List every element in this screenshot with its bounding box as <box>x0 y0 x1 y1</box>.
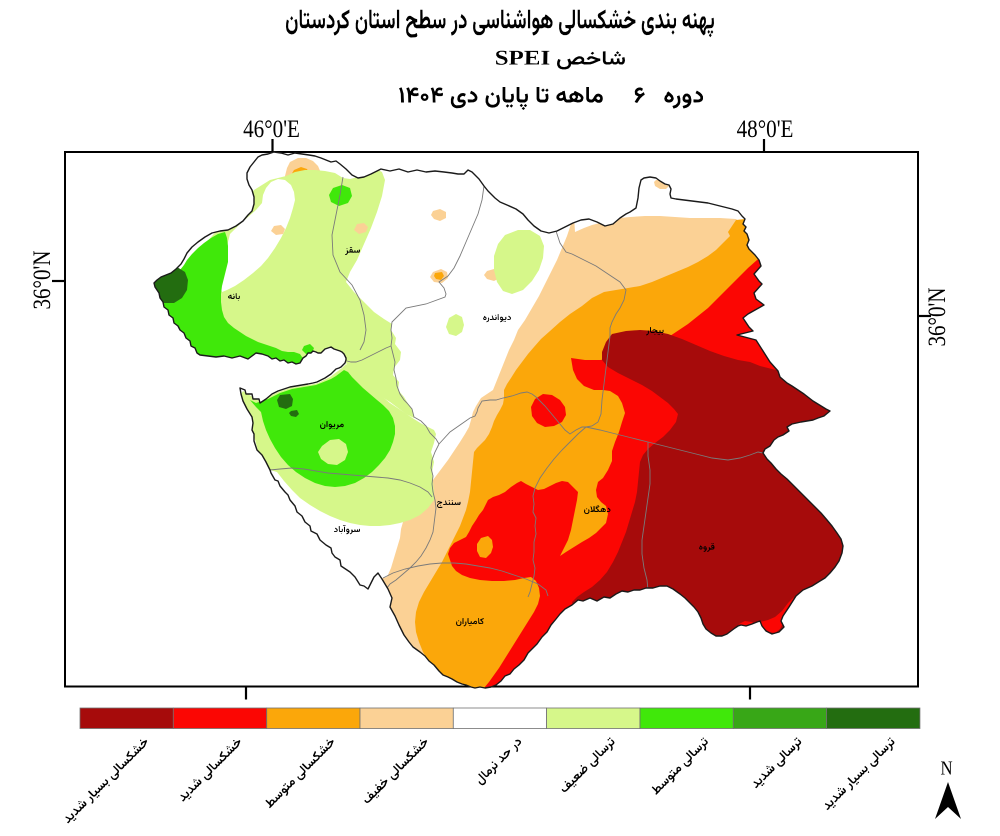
svg-text:48°0'E: 48°0'E <box>737 115 794 143</box>
svg-text:46°0'E: 46°0'E <box>243 115 300 143</box>
svg-text:N: N <box>940 757 952 779</box>
svg-text:36°0'N: 36°0'N <box>28 250 56 309</box>
svg-text:36°0'N: 36°0'N <box>923 287 951 346</box>
